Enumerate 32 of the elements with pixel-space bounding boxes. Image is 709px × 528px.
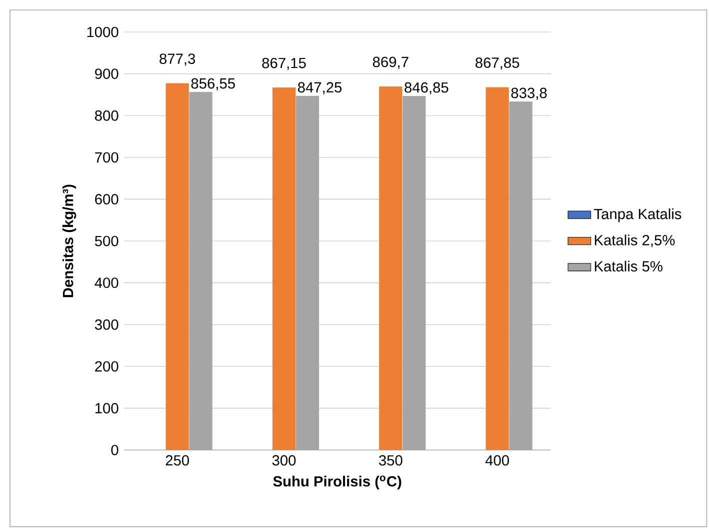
y-tick-label: 600 bbox=[95, 194, 118, 204]
y-tick-label: 1000 bbox=[87, 26, 118, 38]
legend-label: Katalis 2,5% bbox=[594, 234, 675, 248]
bar bbox=[166, 83, 189, 450]
y-tick-label: 800 bbox=[95, 110, 118, 121]
data-label: 867,15 bbox=[262, 58, 306, 70]
y-tick-label: 200 bbox=[95, 361, 118, 372]
y-tick-label: 700 bbox=[95, 152, 118, 163]
y-tick-label: 100 bbox=[95, 403, 118, 414]
data-label: 867,85 bbox=[476, 58, 520, 70]
y-tick-label: 500 bbox=[94, 236, 118, 246]
data-label: 847,25 bbox=[298, 82, 342, 94]
y-tick-label: 0 bbox=[111, 444, 118, 456]
data-label: 856,55 bbox=[191, 78, 235, 90]
data-label: 877,3 bbox=[160, 54, 196, 66]
x-tick-label: 350 bbox=[379, 455, 402, 466]
x-tick-label: 400 bbox=[485, 455, 509, 466]
bar bbox=[486, 87, 509, 450]
data-label: 869,7 bbox=[372, 56, 408, 69]
bar bbox=[272, 88, 296, 450]
data-label: 846,85 bbox=[404, 82, 448, 94]
y-tick-label: 400 bbox=[94, 278, 118, 288]
y-tick-label: 900 bbox=[95, 68, 118, 79]
x-tick-label: 250 bbox=[166, 455, 189, 466]
legend-label: Katalis 5% bbox=[594, 260, 662, 272]
bar bbox=[379, 86, 402, 450]
legend-label: Tanpa Katalis bbox=[594, 208, 682, 222]
y-axis-title: Densitas (kg/m³) bbox=[62, 184, 76, 298]
x-tick-label: 300 bbox=[272, 455, 296, 466]
data-label: 833,8 bbox=[511, 88, 547, 100]
x-axis-title: Suhu Pirolisis ($^{o}$C) bbox=[273, 476, 402, 490]
y-tick-label: 300 bbox=[94, 319, 118, 330]
